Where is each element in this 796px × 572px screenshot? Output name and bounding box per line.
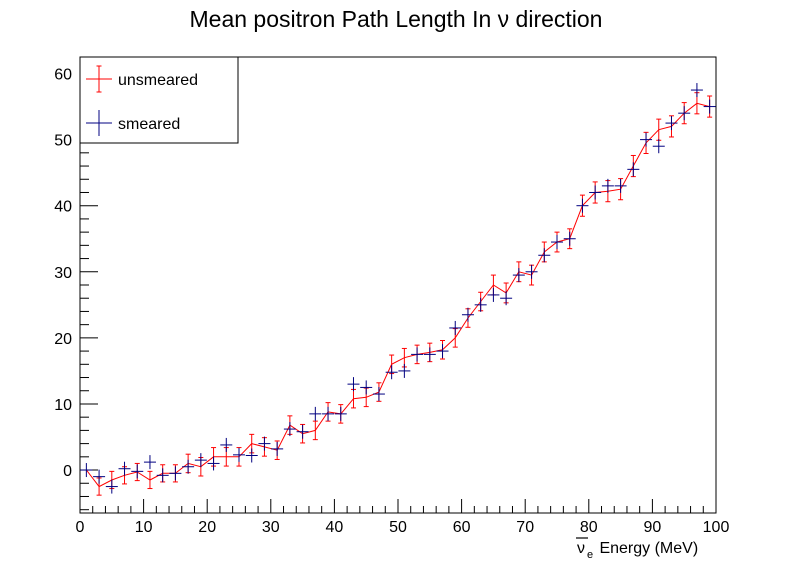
x-tick-label: 20: [198, 519, 216, 536]
axes: 0 10 20 30 40 50 60 70 80 90 100 0 10 20 30 40 50 60: [54, 59, 730, 536]
point-smeared: [220, 437, 233, 452]
point-smeared: [347, 377, 360, 392]
legend-label-unsmeared: unsmeared: [118, 72, 198, 89]
x-tick-label: 80: [580, 519, 598, 536]
point-smeared: [156, 468, 169, 483]
x-tick-label: 40: [326, 519, 344, 536]
point-smeared: [80, 463, 93, 478]
point-smeared: [538, 248, 551, 263]
point-smeared: [563, 231, 576, 246]
point-smeared: [551, 235, 563, 250]
point-smeared: [105, 479, 118, 494]
x-tick-label: 90: [644, 519, 662, 536]
point-smeared: [525, 264, 538, 279]
x-axis-label: ν e Energy (MeV): [576, 537, 698, 561]
x-tick-label: 0: [76, 519, 85, 536]
point-smeared: [449, 320, 462, 335]
point-smeared: [283, 422, 296, 437]
x-axis-label-prefix: ν: [577, 540, 585, 557]
x-axis-label-text: Energy (MeV): [595, 540, 698, 557]
x-tick-label: 70: [516, 519, 534, 536]
point-smeared: [182, 459, 195, 474]
legend-box: [79, 56, 239, 144]
x-tick-label: 100: [703, 519, 730, 536]
point-smeared: [169, 466, 182, 481]
point-smeared: [500, 291, 513, 306]
errorbar-unsmeared: [147, 470, 153, 490]
point-smeared: [576, 198, 589, 213]
point-smeared: [258, 436, 271, 451]
point-smeared: [487, 287, 500, 302]
point-smeared: [194, 453, 207, 468]
point-smeared: [640, 132, 653, 147]
point-smeared: [143, 455, 156, 470]
point-smeared: [678, 106, 691, 121]
chart-title: Mean positron Path Length In ν direction: [190, 6, 603, 32]
x-tick-label: 10: [135, 519, 153, 536]
legend-symbol-unsmeared: [86, 65, 112, 93]
y-tick-label: 30: [54, 265, 72, 282]
y-tick-label: 50: [54, 133, 72, 150]
y-tick-label: 60: [54, 67, 72, 84]
point-smeared: [665, 116, 678, 131]
point-smeared: [360, 380, 373, 395]
y-tick-label: 20: [54, 331, 72, 348]
point-smeared: [652, 139, 665, 154]
point-smeared: [207, 456, 220, 471]
series-smeared: [80, 83, 716, 494]
point-smeared: [627, 162, 640, 177]
y-tick-label: 10: [54, 397, 72, 414]
point-smeared: [474, 297, 487, 312]
point-smeared: [131, 464, 144, 479]
point-smeared: [372, 387, 385, 402]
point-smeared: [334, 406, 347, 421]
point-smeared: [93, 469, 106, 484]
point-smeared: [245, 448, 258, 463]
point-smeared: [398, 363, 411, 378]
x-axis-label-subscript: e: [587, 549, 593, 561]
point-smeared: [118, 461, 131, 476]
point-smeared: [614, 178, 627, 193]
x-tick-label: 30: [262, 519, 280, 536]
point-smeared: [589, 185, 602, 200]
y-tick-label: 40: [54, 199, 72, 216]
point-smeared: [322, 406, 335, 421]
legend: unsmeared smeared: [79, 56, 239, 144]
errorbar-unsmeared: [312, 420, 318, 441]
series-line-unsmeared: [86, 102, 710, 488]
point-smeared: [436, 344, 449, 359]
point-smeared: [690, 83, 703, 98]
point-smeared: [309, 406, 322, 421]
x-tick-label: 50: [389, 519, 407, 536]
point-smeared: [385, 365, 398, 380]
point-smeared: [601, 178, 614, 193]
point-smeared: [703, 99, 716, 114]
point-smeared: [296, 424, 309, 439]
point-smeared: [271, 441, 284, 456]
point-smeared: [461, 307, 474, 322]
point-smeared: [423, 347, 436, 362]
point-smeared: [233, 447, 245, 462]
point-smeared: [411, 347, 424, 362]
y-tick-label: 0: [63, 463, 72, 480]
point-smeared: [512, 268, 525, 283]
x-tick-label: 60: [453, 519, 471, 536]
legend-label-smeared: smeared: [118, 116, 180, 133]
legend-symbol-smeared: [86, 110, 112, 136]
